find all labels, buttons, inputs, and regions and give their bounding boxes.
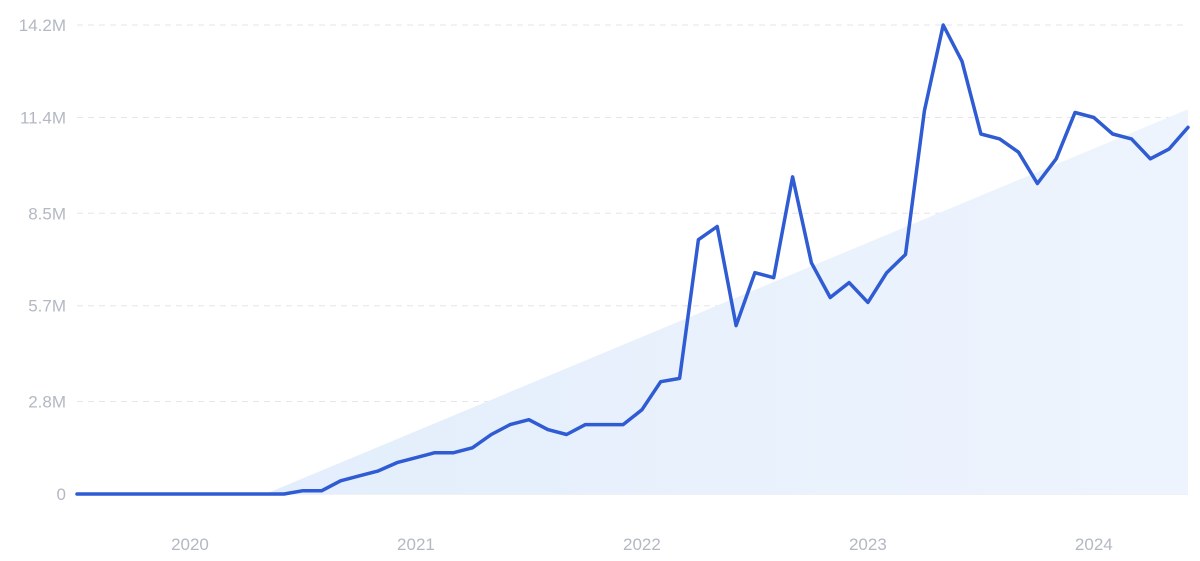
x-tick-label: 2023 [849, 535, 887, 554]
y-tick-label: 2.8M [28, 393, 66, 412]
y-tick-label: 0 [57, 485, 66, 504]
series-line [75, 23, 1190, 496]
x-tick-label: 2022 [623, 535, 661, 554]
y-tick-label: 8.5M [28, 204, 66, 223]
y-tick-label: 14.2M [19, 16, 66, 35]
y-tick-label: 5.7M [28, 297, 66, 316]
x-tick-label: 2021 [397, 535, 435, 554]
x-tick-label: 2020 [171, 535, 209, 554]
x-tick-label: 2024 [1075, 535, 1113, 554]
trend-area [265, 109, 1189, 494]
y-tick-label: 11.4M [20, 108, 66, 127]
